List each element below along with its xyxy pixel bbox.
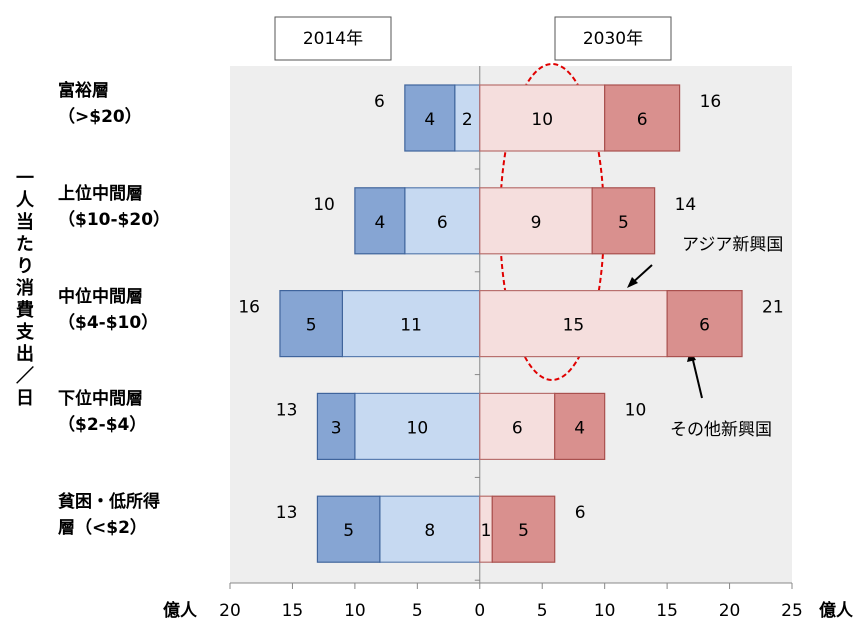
bar-segment <box>404 84 456 152</box>
bar-segment <box>354 392 481 460</box>
bar-segment <box>591 187 656 255</box>
total-label: 16 <box>700 92 722 112</box>
bar-segment <box>316 392 356 460</box>
bar-segment <box>604 84 681 152</box>
bar-segment <box>491 495 556 563</box>
bar-segment <box>479 84 606 152</box>
x-tick-label: 5 <box>537 601 548 621</box>
x-tick-label: 10 <box>344 601 366 621</box>
total-label: 16 <box>238 298 260 318</box>
segment-label: 9 <box>531 213 542 233</box>
x-tick-label: 10 <box>594 601 616 621</box>
segment-label: 10 <box>531 110 553 130</box>
segment-label: 3 <box>331 418 342 438</box>
unit-label: 億人 <box>819 600 854 621</box>
x-tick-label: 25 <box>781 601 803 621</box>
category-label: 富裕層 （>$20） <box>58 81 142 127</box>
segment-label: 4 <box>574 418 585 438</box>
total-label: 6 <box>374 92 385 112</box>
arrow <box>691 355 703 399</box>
segment-label: 6 <box>512 418 523 438</box>
segment-label: 6 <box>437 213 448 233</box>
total-label: 21 <box>762 298 784 318</box>
segment-label: 8 <box>424 521 435 541</box>
bar-segment <box>354 187 406 255</box>
category-label: 上位中間層 （$10-$20） <box>58 183 171 230</box>
bar-segment <box>404 187 481 255</box>
segment-label: 5 <box>518 521 529 541</box>
bar-segment <box>554 392 606 460</box>
x-tick-label: 15 <box>656 601 678 621</box>
segment-label: 11 <box>400 316 422 336</box>
segment-label: 6 <box>637 110 648 130</box>
x-tick-label: 20 <box>719 601 741 621</box>
segment-label: 15 <box>563 316 585 336</box>
x-tick-label: 5 <box>412 601 423 621</box>
annotation: その他新興国 <box>670 420 772 440</box>
total-label: 10 <box>625 400 647 420</box>
category-label: 下位中間層 （$2-$4） <box>58 389 147 436</box>
total-label: 13 <box>276 503 298 523</box>
segment-label: 5 <box>343 521 354 541</box>
segment-label: 5 <box>618 213 629 233</box>
panel-header: 2030年 <box>583 29 643 49</box>
bar-segment <box>479 187 593 255</box>
x-tick-label: 15 <box>282 601 304 621</box>
unit-label: 億人 <box>163 600 198 621</box>
segment-label: 6 <box>699 316 710 336</box>
category-label: 貧困・低所得 層（<$2） <box>58 492 160 539</box>
segment-label: 10 <box>407 418 429 438</box>
total-label: 6 <box>575 503 586 523</box>
total-label: 14 <box>675 195 697 215</box>
segment-label: 4 <box>374 213 385 233</box>
segment-label: 2 <box>462 110 473 130</box>
bar-segment <box>316 495 381 563</box>
total-label: 13 <box>276 400 298 420</box>
panel-header-box <box>274 16 392 61</box>
bar-segment <box>279 290 344 358</box>
bar-segment <box>666 290 743 358</box>
bar-segment <box>479 290 668 358</box>
x-tick-label: 20 <box>219 601 241 621</box>
segment-label: 4 <box>424 110 435 130</box>
total-label: 10 <box>313 195 335 215</box>
segment-label: 1 <box>481 521 492 541</box>
panel-header-box <box>554 16 672 61</box>
y-axis-label: 一人当たり消費支出／日 <box>13 168 34 410</box>
annotation: アジア新興国 <box>682 235 783 255</box>
segment-label: 5 <box>306 316 317 336</box>
panel-header: 2014年 <box>303 29 363 49</box>
arrow-head <box>627 277 638 288</box>
x-tick-label: 0 <box>474 601 485 621</box>
category-label: 中位中間層 （$4-$10） <box>58 286 159 333</box>
